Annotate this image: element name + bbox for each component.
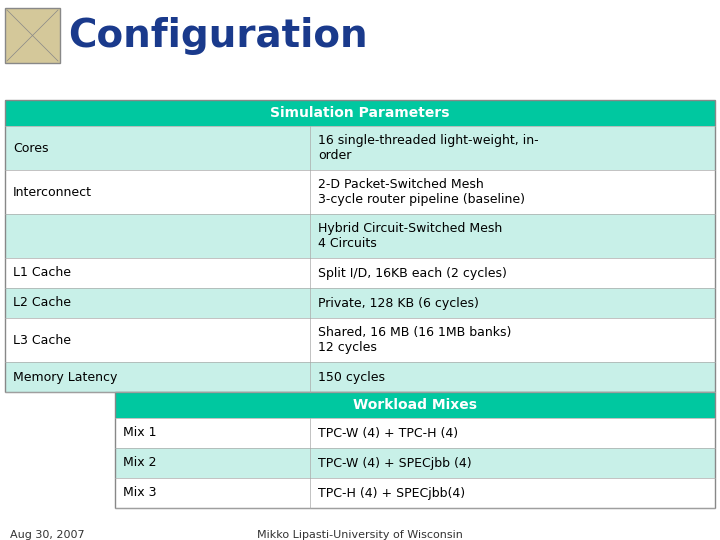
Bar: [115, 478, 715, 508]
Bar: [5, 8, 60, 63]
Bar: [5, 288, 715, 318]
Text: Mikko Lipasti-University of Wisconsin: Mikko Lipasti-University of Wisconsin: [257, 530, 463, 540]
Text: Hybrid Circuit-Switched Mesh
4 Circuits: Hybrid Circuit-Switched Mesh 4 Circuits: [318, 222, 503, 250]
Text: Mix 1: Mix 1: [123, 427, 156, 440]
Text: Configuration: Configuration: [68, 17, 368, 55]
Bar: [5, 100, 715, 126]
Bar: [5, 126, 715, 170]
Text: Aug 30, 2007: Aug 30, 2007: [10, 530, 85, 540]
Text: TPC-W (4) + TPC-H (4): TPC-W (4) + TPC-H (4): [318, 427, 458, 440]
Bar: [5, 362, 715, 392]
Text: 2-D Packet-Switched Mesh
3-cycle router pipeline (baseline): 2-D Packet-Switched Mesh 3-cycle router …: [318, 178, 525, 206]
Text: L3 Cache: L3 Cache: [13, 334, 71, 347]
Bar: [5, 100, 715, 392]
Text: Mix 3: Mix 3: [123, 487, 156, 500]
Bar: [5, 318, 715, 362]
Text: L1 Cache: L1 Cache: [13, 267, 71, 280]
Text: Mix 2: Mix 2: [123, 456, 156, 469]
Bar: [115, 448, 715, 478]
Text: 16 single-threaded light-weight, in-
order: 16 single-threaded light-weight, in- ord…: [318, 134, 539, 162]
Text: TPC-W (4) + SPECjbb (4): TPC-W (4) + SPECjbb (4): [318, 456, 472, 469]
Bar: [115, 418, 715, 448]
Bar: [5, 258, 715, 288]
Bar: [5, 214, 715, 258]
Text: L2 Cache: L2 Cache: [13, 296, 71, 309]
Text: TPC-H (4) + SPECjbb(4): TPC-H (4) + SPECjbb(4): [318, 487, 465, 500]
Text: Interconnect: Interconnect: [13, 186, 92, 199]
Text: Workload Mixes: Workload Mixes: [353, 398, 477, 412]
Bar: [115, 392, 715, 508]
Bar: [115, 392, 715, 418]
Text: Simulation Parameters: Simulation Parameters: [270, 106, 450, 120]
Bar: [5, 170, 715, 214]
Text: 150 cycles: 150 cycles: [318, 370, 385, 383]
Text: Cores: Cores: [13, 141, 48, 154]
Text: Split I/D, 16KB each (2 cycles): Split I/D, 16KB each (2 cycles): [318, 267, 507, 280]
Text: Private, 128 KB (6 cycles): Private, 128 KB (6 cycles): [318, 296, 479, 309]
Text: Memory Latency: Memory Latency: [13, 370, 117, 383]
Text: Shared, 16 MB (16 1MB banks)
12 cycles: Shared, 16 MB (16 1MB banks) 12 cycles: [318, 326, 511, 354]
